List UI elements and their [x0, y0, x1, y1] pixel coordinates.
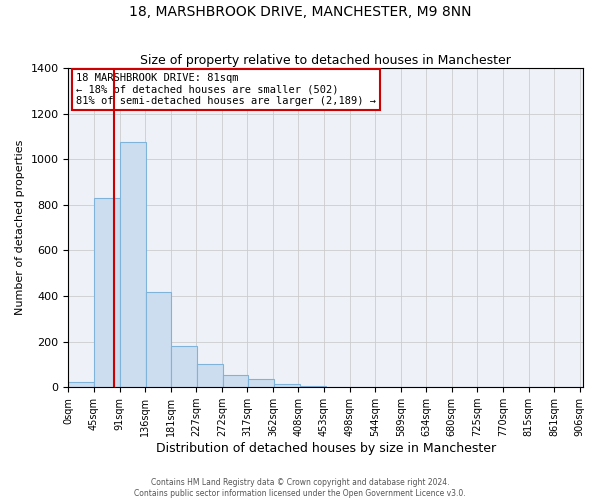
- Bar: [94, 198, 119, 387]
- Bar: [146, 292, 171, 387]
- Text: Contains HM Land Registry data © Crown copyright and database right 2024.
Contai: Contains HM Land Registry data © Crown c…: [134, 478, 466, 498]
- Bar: [274, 384, 299, 387]
- Title: Size of property relative to detached houses in Manchester: Size of property relative to detached ho…: [140, 54, 511, 67]
- Bar: [197, 364, 223, 387]
- Bar: [120, 142, 146, 387]
- Bar: [223, 374, 248, 387]
- Bar: [248, 379, 274, 387]
- Bar: [68, 382, 94, 387]
- Text: 18, MARSHBROOK DRIVE, MANCHESTER, M9 8NN: 18, MARSHBROOK DRIVE, MANCHESTER, M9 8NN: [129, 5, 471, 19]
- Bar: [300, 386, 326, 387]
- Y-axis label: Number of detached properties: Number of detached properties: [15, 140, 25, 316]
- Bar: [171, 346, 197, 387]
- Text: 18 MARSHBROOK DRIVE: 81sqm
← 18% of detached houses are smaller (502)
81% of sem: 18 MARSHBROOK DRIVE: 81sqm ← 18% of deta…: [76, 73, 376, 106]
- X-axis label: Distribution of detached houses by size in Manchester: Distribution of detached houses by size …: [155, 442, 496, 455]
